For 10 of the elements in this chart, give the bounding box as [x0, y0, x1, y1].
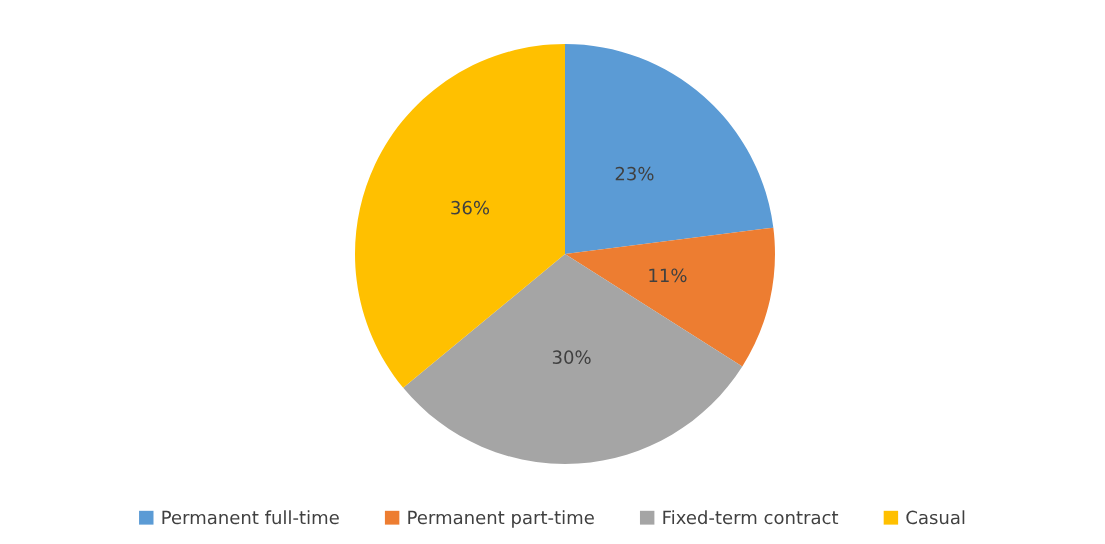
pie-slice	[403, 254, 743, 464]
pie-slice	[565, 44, 774, 254]
legend-label: Permanent part-time	[408, 510, 594, 528]
data-label: 11%	[649, 268, 687, 283]
legend-label: Permanent full-time	[162, 510, 339, 525]
legend-label: Casual	[906, 510, 965, 525]
data-label: 23%	[615, 166, 654, 181]
legend-label: Fixed-term contract	[663, 510, 839, 525]
data-label: 30%	[552, 350, 591, 365]
data-label: 36%	[451, 200, 490, 215]
